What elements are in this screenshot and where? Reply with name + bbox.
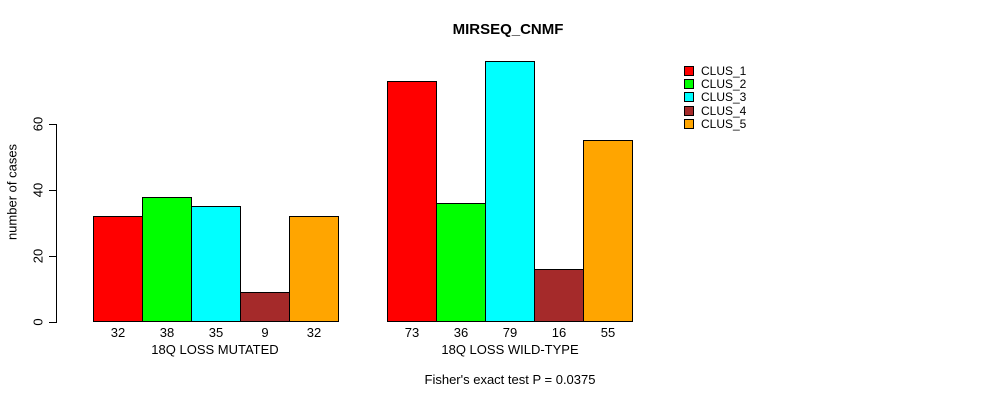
legend-item-clus_5: CLUS_5 bbox=[684, 118, 746, 131]
bar-clus_3 bbox=[485, 61, 535, 322]
bar-clus_3 bbox=[191, 206, 241, 322]
bar-value-label: 16 bbox=[551, 325, 567, 340]
legend-swatch-icon bbox=[684, 119, 694, 130]
bar-clus_4 bbox=[534, 269, 584, 322]
bar-value-label: 36 bbox=[453, 325, 469, 340]
legend-item-clus_4: CLUS_4 bbox=[684, 104, 746, 117]
group-label-mutated: 18Q LOSS MUTATED bbox=[151, 342, 279, 357]
legend: CLUS_1 CLUS_2 CLUS_3 CLUS_4 CLUS_5 bbox=[684, 64, 746, 131]
y-tick-mark bbox=[49, 322, 57, 323]
bar-clus_1 bbox=[93, 216, 143, 322]
bar-clus_4 bbox=[240, 292, 290, 322]
fishers-test-caption: Fisher's exact test P = 0.0375 bbox=[424, 372, 596, 387]
y-tick-label: 0 bbox=[30, 318, 46, 326]
legend-item-clus_1: CLUS_1 bbox=[684, 64, 746, 77]
y-axis-line bbox=[56, 124, 57, 323]
y-tick-mark bbox=[49, 124, 57, 125]
bar-clus_5 bbox=[289, 216, 339, 322]
bar-value-label: 73 bbox=[404, 325, 420, 340]
bar-clus_1 bbox=[387, 81, 437, 322]
legend-label: CLUS_2 bbox=[701, 77, 747, 92]
legend-swatch-icon bbox=[684, 105, 694, 116]
bar-clus_2 bbox=[142, 197, 192, 322]
legend-swatch-icon bbox=[684, 65, 694, 76]
legend-swatch-icon bbox=[684, 92, 694, 103]
legend-item-clus_2: CLUS_2 bbox=[684, 77, 746, 90]
y-tick-mark bbox=[49, 256, 57, 257]
group-label-wild-type: 18Q LOSS WILD-TYPE bbox=[441, 342, 579, 357]
legend-swatch-icon bbox=[684, 79, 694, 90]
bar-value-label: 32 bbox=[110, 325, 126, 340]
bar-clus_2 bbox=[436, 203, 486, 322]
bar-clus_5 bbox=[583, 140, 633, 322]
legend-label: CLUS_4 bbox=[701, 103, 747, 118]
bar-value-label: 55 bbox=[600, 325, 616, 340]
bar-value-label: 35 bbox=[208, 325, 224, 340]
legend-label: CLUS_1 bbox=[701, 63, 747, 78]
y-tick-label: 20 bbox=[30, 248, 46, 264]
y-axis-label: number of cases bbox=[4, 143, 20, 241]
bar-value-label: 79 bbox=[502, 325, 518, 340]
legend-label: CLUS_3 bbox=[701, 90, 747, 105]
y-tick-label: 60 bbox=[30, 116, 46, 132]
y-tick-mark bbox=[49, 190, 57, 191]
bar-value-label: 38 bbox=[159, 325, 175, 340]
bar-value-label: 9 bbox=[261, 325, 269, 340]
y-tick-label: 40 bbox=[30, 182, 46, 198]
legend-item-clus_3: CLUS_3 bbox=[684, 91, 746, 104]
chart-title: MIRSEQ_CNMF bbox=[452, 21, 564, 38]
legend-label: CLUS_5 bbox=[701, 117, 747, 132]
bar-value-label: 32 bbox=[306, 325, 322, 340]
